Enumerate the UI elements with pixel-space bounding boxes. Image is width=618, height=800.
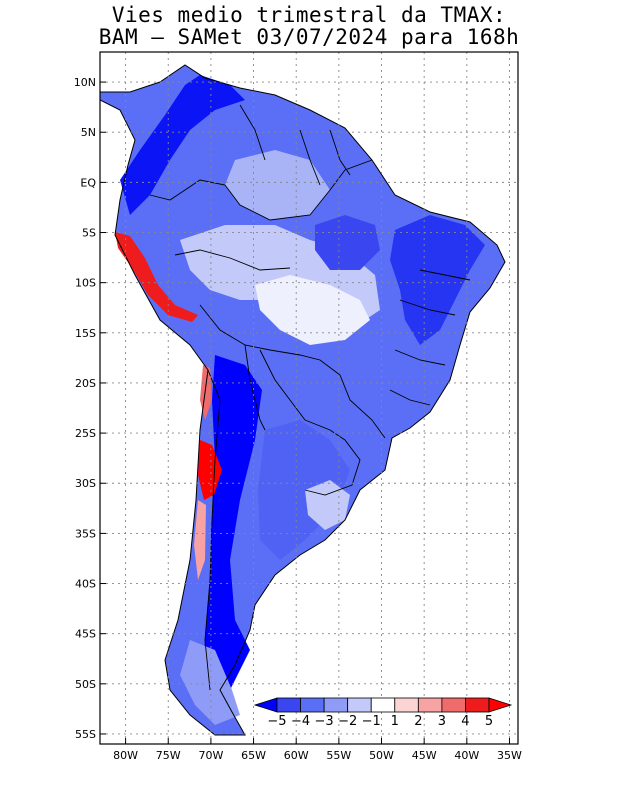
colorbar-arrow-high [488, 697, 513, 713]
lat-tick-label: 40S [75, 578, 96, 591]
colorbar-label: −2 [338, 714, 357, 729]
map-title-line-2: BAM – SAMet 03/07/2024 para 168h [98, 25, 520, 49]
lon-tick-label: 80W [113, 749, 138, 762]
lon-tick-label: 50W [369, 749, 394, 762]
latitude-axis: 10N 5N EQ 5S 10S 15S 20S 25S 30S 35S 40S 45S 50S 55S [74, 76, 106, 741]
colorbar-label: −5 [267, 714, 286, 729]
longitude-axis: 80W 75W 70W 65W 60W 55W 50W 45W 40W 35W [113, 738, 522, 762]
colorbar-swatch [300, 697, 325, 713]
colorbar-swatch [441, 697, 466, 713]
lon-tick-label: 75W [156, 749, 181, 762]
colorbar-swatch [323, 697, 349, 713]
coastline [100, 64, 506, 736]
colorbar-swatch [394, 697, 419, 713]
lon-tick-label: 55W [326, 749, 351, 762]
bias-zone-positive-chile [198, 440, 222, 500]
colorbar-label: 2 [414, 714, 422, 729]
bias-zone-strong-negative-north [120, 75, 245, 215]
lat-tick-label: 50S [75, 678, 96, 691]
gridlines [100, 52, 518, 744]
colorbar-label: 4 [461, 714, 469, 729]
lat-tick-label: 15S [75, 327, 96, 340]
colorbar-swatch [370, 697, 396, 713]
country-borders [149, 104, 471, 691]
lat-tick-label: 30S [75, 477, 96, 490]
bias-zone-patagonia-light [180, 640, 240, 725]
bias-zone-moderate-south [258, 420, 350, 560]
lat-tick-label: 10N [74, 76, 96, 89]
colorbar-label: −1 [362, 714, 381, 729]
map-frame [99, 51, 519, 745]
map-layers [100, 52, 518, 744]
lon-tick-label: 60W [284, 749, 309, 762]
colorbar-swatch [347, 697, 372, 713]
bias-zone-strong-negative-brazil [390, 215, 485, 345]
lat-tick-label: 10S [75, 277, 96, 290]
lat-tick-label: 35S [75, 527, 96, 540]
lon-tick-label: 65W [241, 749, 266, 762]
bias-zone-strong-negative-amazon [315, 215, 380, 270]
colorbar-swatch [276, 697, 301, 713]
colorbar-swatch [417, 697, 443, 713]
lon-tick-label: 45W [412, 749, 437, 762]
lat-tick-label: 55S [75, 728, 96, 741]
colorbar-label: 5 [485, 714, 493, 729]
lat-tick-label: 5N [81, 126, 96, 139]
colorbar-label: 3 [438, 714, 446, 729]
bias-zone-positive-peru [115, 232, 198, 322]
bias-zone-positive-chile-south [194, 500, 206, 580]
lat-tick-label: 20S [75, 377, 96, 390]
lat-tick-label: 25S [75, 427, 96, 440]
lat-tick-label: 45S [75, 628, 96, 641]
lon-tick-label: 35W [497, 749, 522, 762]
colorbar-label: −4 [291, 714, 310, 729]
map-title-line-1: Vies medio trimestral da TMAX: [111, 3, 507, 27]
bias-zone-light-north [225, 150, 330, 220]
colorbar-swatch [465, 697, 490, 713]
lat-tick-label: 5S [82, 227, 96, 240]
bias-zone-strong-negative-andes [200, 355, 262, 710]
bias-zone-white [255, 275, 370, 345]
colorbar-label: −3 [315, 714, 334, 729]
colorbar-legend: −5 −4 −3 −2 −1 1 2 3 4 5 [253, 697, 513, 729]
lon-tick-label: 70W [198, 749, 223, 762]
lat-tick-label: EQ [80, 176, 96, 189]
colorbar-label: 1 [391, 714, 399, 729]
lon-tick-label: 40W [454, 749, 479, 762]
